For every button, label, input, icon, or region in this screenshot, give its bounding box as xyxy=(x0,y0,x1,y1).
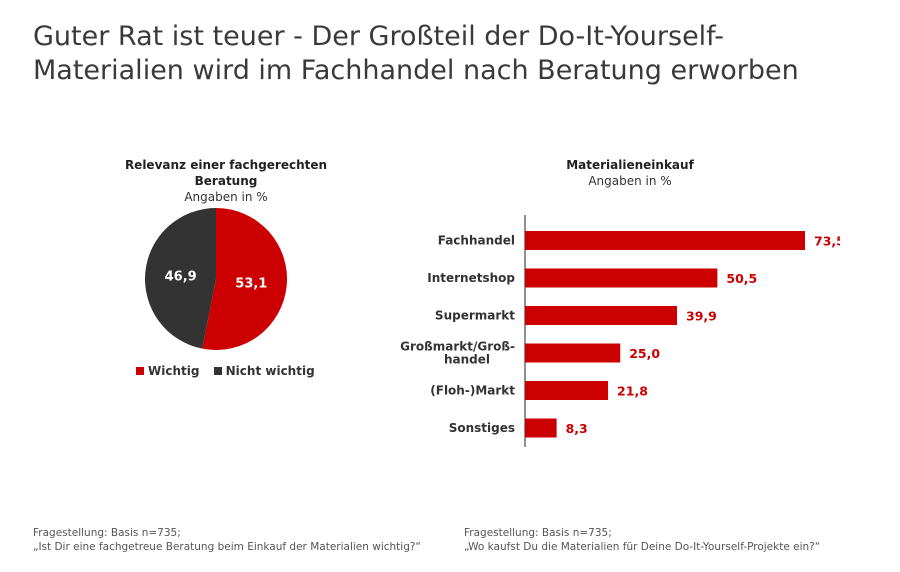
pie-chart-header: Relevanz einer fachgerechten Beratung An… xyxy=(95,157,357,205)
page-title: Guter Rat ist teuer - Der Großteil der D… xyxy=(33,21,799,86)
bar-value-label: 25,0 xyxy=(629,346,660,361)
legend-swatch-dark xyxy=(213,367,222,375)
bar-chart-title: Materialieneinkauf xyxy=(566,158,694,172)
bar-value-label: 39,9 xyxy=(686,309,717,324)
bar xyxy=(525,343,621,363)
bar-value-label: 8,3 xyxy=(566,421,588,436)
footnote-bar: Fragestellung: Basis n=735; „Wo kaufst D… xyxy=(464,526,894,554)
legend-swatch-red xyxy=(136,367,144,375)
legend-label: Wichtig xyxy=(148,364,200,378)
pie-chart-title: Relevanz einer fachgerechten Beratung xyxy=(124,158,328,188)
bar-value-label: 73,5 xyxy=(814,234,840,249)
pie-slice-label: 46,9 xyxy=(165,270,197,285)
bar-chart-header: Materialieneinkauf Angaben in % xyxy=(540,157,720,189)
bar xyxy=(525,306,677,325)
footnote-basis: Fragestellung: Basis n=735; xyxy=(33,527,181,539)
bar xyxy=(525,268,718,288)
bar-category-label: Großmarkt/Groß-handel xyxy=(400,340,515,367)
footnote-basis: Fragestellung: Basis n=735; xyxy=(464,527,612,539)
bar xyxy=(525,381,609,400)
bar-category-label: Internetshop xyxy=(427,271,515,285)
pie-chart-subtitle: Angaben in % xyxy=(184,190,268,204)
bar-category-label: Fachhandel xyxy=(438,234,515,248)
pie-slice-label: 53,1 xyxy=(235,276,267,291)
bar xyxy=(525,418,557,438)
pie-slice-nicht-wichtig xyxy=(145,208,216,349)
bar-chart: 73,5 Fachhandel 50,5 Internetshop 39,9 Superm… xyxy=(400,215,840,447)
bar-category-label: (Floh-)Markt xyxy=(430,384,515,398)
pie-chart: 53,1 46,9 xyxy=(145,208,287,350)
bar-value-label: 21,8 xyxy=(617,384,648,399)
legend-label: Nicht wichtig xyxy=(225,364,315,378)
footnote-question: „Wo kaufst Du die Materialien für Deine … xyxy=(464,541,821,553)
bar-chart-subtitle: Angaben in % xyxy=(588,174,672,188)
legend-item-wichtig: Wichtig xyxy=(136,364,199,378)
bar-category-label: Supermarkt xyxy=(435,309,515,323)
bar-value-label: 50,5 xyxy=(726,271,757,286)
pie-slice-wichtig xyxy=(202,208,287,350)
legend-item-nicht-wichtig: Nicht wichtig xyxy=(213,364,315,378)
bar-category-label: Sonstiges xyxy=(449,421,515,435)
pie-legend: Wichtig Nicht wichtig xyxy=(136,364,325,378)
footnote-pie: Fragestellung: Basis n=735; „Ist Dir ein… xyxy=(33,526,453,554)
footnote-question: „Ist Dir eine fachgetreue Beratung beim … xyxy=(33,541,421,553)
bar xyxy=(525,231,805,250)
